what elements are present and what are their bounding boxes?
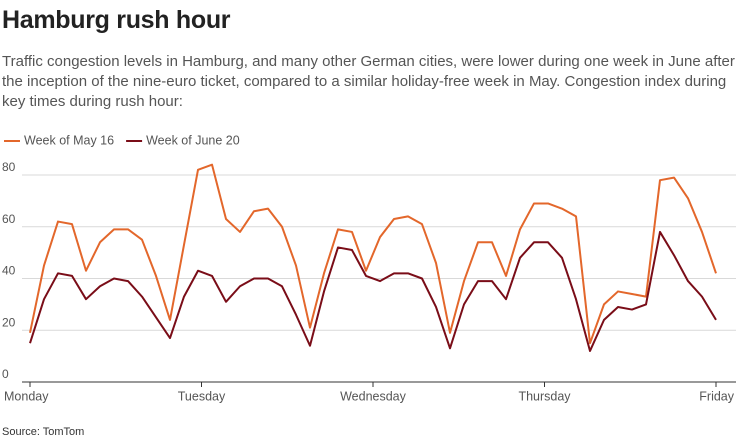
legend-label: Week of May 16 xyxy=(24,133,114,147)
chart-subtitle: Traffic congestion levels in Hamburg, an… xyxy=(2,53,735,110)
chart-title: Hamburg rush hour xyxy=(2,6,231,34)
y-tick-label: 20 xyxy=(2,315,16,329)
x-tick-label: Wednesday xyxy=(340,389,407,403)
chart: Week of May 16 Week of June 20 0 20 40 60 80 Mo… xyxy=(2,133,736,403)
y-tick-label: 60 xyxy=(2,212,16,226)
source: Source: TomTom xyxy=(2,426,85,438)
y-tick-label: 0 xyxy=(2,367,9,381)
y-tick-label: 80 xyxy=(2,160,16,174)
x-tick-label: Tuesday xyxy=(178,389,226,403)
y-tick-label: 40 xyxy=(2,264,16,278)
x-tick-label: Friday xyxy=(699,389,734,403)
legend-label: Week of June 20 xyxy=(146,133,240,147)
x-tick-label: Monday xyxy=(4,389,49,403)
x-tick-label: Thursday xyxy=(518,389,571,403)
series-line xyxy=(29,230,717,352)
series-line xyxy=(29,163,717,345)
